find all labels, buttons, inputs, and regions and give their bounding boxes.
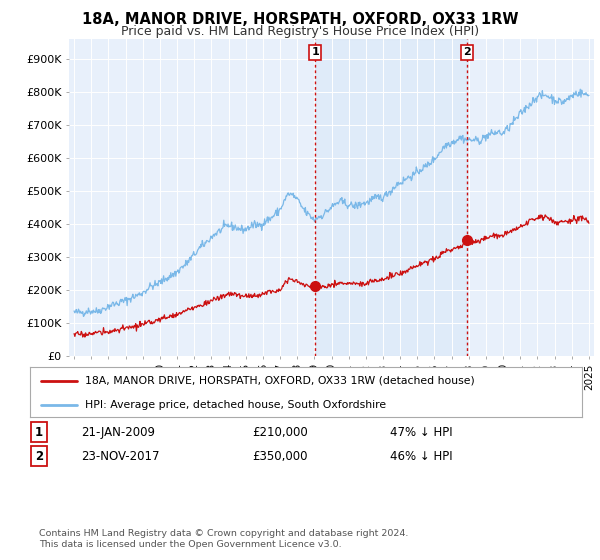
- Text: 1: 1: [311, 48, 319, 57]
- Text: 2: 2: [35, 450, 43, 463]
- Text: £210,000: £210,000: [252, 426, 308, 439]
- Text: HPI: Average price, detached house, South Oxfordshire: HPI: Average price, detached house, Sout…: [85, 400, 386, 409]
- Bar: [315, 39, 467, 356]
- Text: 21-JAN-2009: 21-JAN-2009: [81, 426, 155, 439]
- Text: Price paid vs. HM Land Registry's House Price Index (HPI): Price paid vs. HM Land Registry's House …: [121, 25, 479, 38]
- Text: 2: 2: [463, 48, 471, 57]
- Text: £350,000: £350,000: [252, 450, 308, 463]
- Text: 23-NOV-2017: 23-NOV-2017: [81, 450, 160, 463]
- Text: 46% ↓ HPI: 46% ↓ HPI: [390, 450, 452, 463]
- Text: 47% ↓ HPI: 47% ↓ HPI: [390, 426, 452, 439]
- Text: 18A, MANOR DRIVE, HORSPATH, OXFORD, OX33 1RW: 18A, MANOR DRIVE, HORSPATH, OXFORD, OX33…: [82, 12, 518, 27]
- Text: 1: 1: [35, 426, 43, 439]
- Text: Contains HM Land Registry data © Crown copyright and database right 2024.
This d: Contains HM Land Registry data © Crown c…: [39, 529, 409, 549]
- Text: 18A, MANOR DRIVE, HORSPATH, OXFORD, OX33 1RW (detached house): 18A, MANOR DRIVE, HORSPATH, OXFORD, OX33…: [85, 376, 475, 386]
